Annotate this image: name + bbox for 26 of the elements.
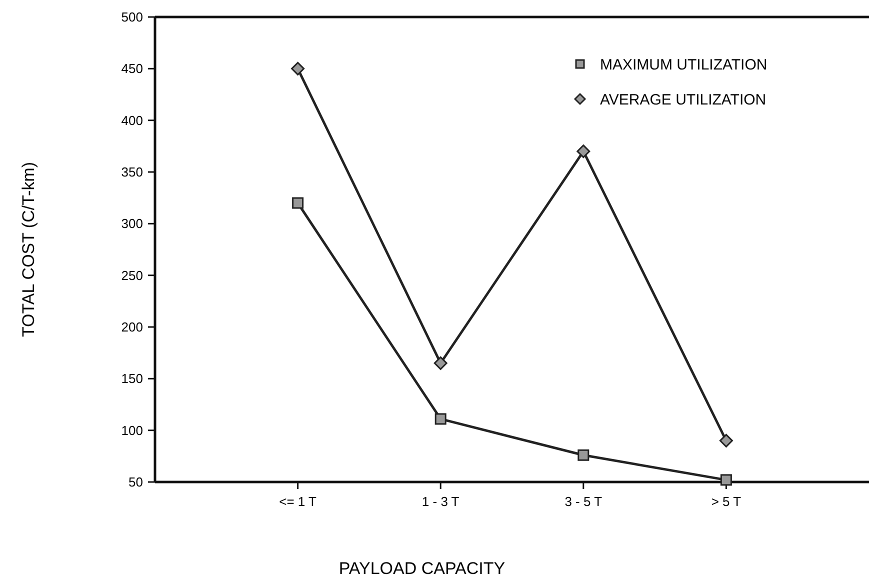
- point: [292, 197, 304, 209]
- y-tick-label: 300: [121, 216, 143, 232]
- y-tick-label: 250: [121, 268, 143, 283]
- x-tick-label: > 5 T: [711, 494, 742, 509]
- y-tick-label: 100: [121, 422, 143, 438]
- x-tick-label: 3 - 5 T: [564, 494, 602, 509]
- y-tick-label: 400: [121, 112, 143, 128]
- point: [434, 413, 446, 425]
- point: [434, 356, 448, 370]
- y-tick-label: 450: [121, 61, 143, 76]
- point: [576, 144, 590, 158]
- legend-label: MAXIMUM UTILIZATION: [600, 56, 768, 74]
- x-tick-label: <= 1 T: [279, 494, 317, 509]
- y-axis-title: TOTAL COST (C/T-km): [19, 162, 38, 338]
- y-tick-label: 50: [128, 474, 143, 490]
- point: [578, 449, 590, 461]
- point: [291, 62, 305, 76]
- point: [720, 474, 732, 486]
- y-tick-label: 350: [121, 164, 143, 180]
- legend-label: AVERAGE UTILIZATION: [600, 91, 766, 108]
- x-axis-title: PAYLOAD CAPACITY: [338, 559, 506, 578]
- y-tick-label: 150: [121, 371, 143, 386]
- x-tick-label: 1 - 3 T: [422, 494, 460, 509]
- y-tick-label: 500: [121, 10, 143, 25]
- y-tick-label: 200: [121, 320, 143, 335]
- point: [719, 434, 733, 448]
